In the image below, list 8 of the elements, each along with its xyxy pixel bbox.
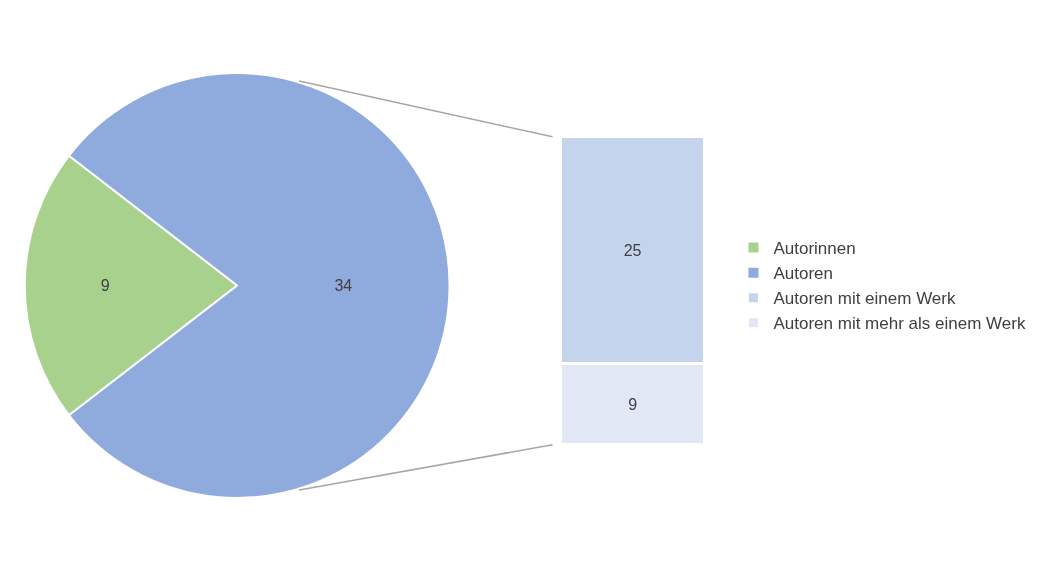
legend-label: Autorinnen (773, 239, 856, 259)
data-label: 25 (623, 241, 642, 259)
legend-label: Autoren mit einem Werk (773, 289, 956, 309)
legend-label: Autoren mit mehr als einem Werk (773, 314, 1026, 334)
legend-label: Autoren (773, 264, 834, 284)
data-label: 9 (100, 277, 110, 294)
data-label: 9 (628, 395, 638, 413)
data-label: 34 (334, 277, 353, 294)
